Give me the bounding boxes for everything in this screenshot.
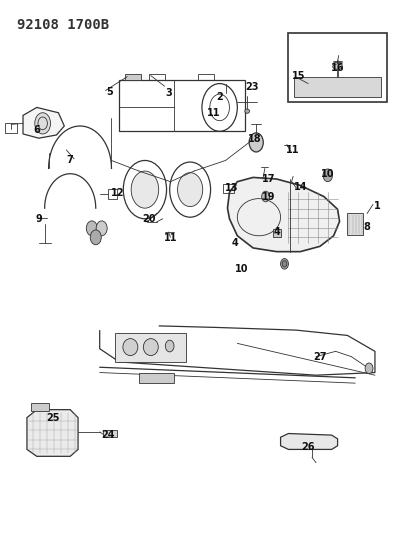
Circle shape (282, 261, 287, 267)
Text: 7: 7 (67, 156, 74, 165)
Polygon shape (27, 410, 78, 456)
Ellipse shape (166, 340, 174, 352)
Circle shape (323, 169, 333, 182)
Bar (31, 403, 49, 411)
Text: 13: 13 (225, 183, 238, 193)
Bar (5, 123, 17, 133)
Text: 23: 23 (245, 82, 259, 92)
Bar (103, 430, 116, 437)
Ellipse shape (245, 109, 249, 114)
Ellipse shape (123, 338, 138, 356)
Text: 15: 15 (292, 70, 305, 80)
Text: 14: 14 (293, 182, 307, 192)
Text: 27: 27 (313, 352, 327, 361)
Text: 19: 19 (262, 191, 276, 201)
Text: 25: 25 (46, 413, 59, 423)
Circle shape (96, 221, 107, 236)
Bar (115, 333, 186, 362)
Text: 9: 9 (35, 214, 42, 224)
Text: 11: 11 (286, 145, 299, 155)
Text: 18: 18 (248, 134, 262, 144)
Bar (198, 74, 214, 80)
Circle shape (35, 113, 51, 134)
Bar (125, 74, 141, 80)
Bar (294, 77, 381, 97)
Circle shape (90, 230, 101, 245)
Circle shape (262, 191, 270, 202)
Bar (273, 229, 282, 237)
Text: 26: 26 (301, 442, 315, 452)
Text: 4: 4 (232, 238, 239, 248)
Text: 92108 1700B: 92108 1700B (17, 18, 109, 33)
Text: 20: 20 (142, 214, 156, 224)
Text: 16: 16 (331, 63, 345, 72)
Circle shape (365, 363, 373, 374)
Circle shape (131, 171, 159, 208)
Text: 4: 4 (273, 227, 280, 237)
Polygon shape (281, 433, 338, 449)
Bar (149, 74, 165, 80)
Bar (119, 80, 245, 131)
Text: 1: 1 (373, 200, 380, 211)
Bar (223, 184, 234, 193)
Circle shape (281, 259, 288, 269)
Bar (139, 373, 174, 383)
Text: 8: 8 (364, 222, 371, 232)
Polygon shape (23, 108, 64, 138)
Text: 3: 3 (165, 87, 172, 98)
Ellipse shape (333, 64, 343, 69)
Text: 5: 5 (106, 86, 113, 96)
Polygon shape (227, 177, 339, 252)
Text: 6: 6 (33, 125, 40, 135)
Text: 24: 24 (101, 430, 114, 440)
Circle shape (249, 133, 263, 152)
Circle shape (177, 173, 203, 207)
Text: 12: 12 (110, 188, 124, 198)
Text: 10: 10 (234, 264, 248, 274)
Text: 17: 17 (262, 174, 276, 184)
Ellipse shape (143, 338, 158, 356)
Text: 11: 11 (164, 233, 177, 244)
Circle shape (86, 221, 97, 236)
Bar (347, 214, 363, 235)
Text: 2: 2 (216, 92, 223, 102)
Bar (109, 189, 117, 199)
Text: 11: 11 (207, 108, 221, 118)
Bar (288, 33, 387, 102)
Text: 10: 10 (321, 169, 335, 179)
